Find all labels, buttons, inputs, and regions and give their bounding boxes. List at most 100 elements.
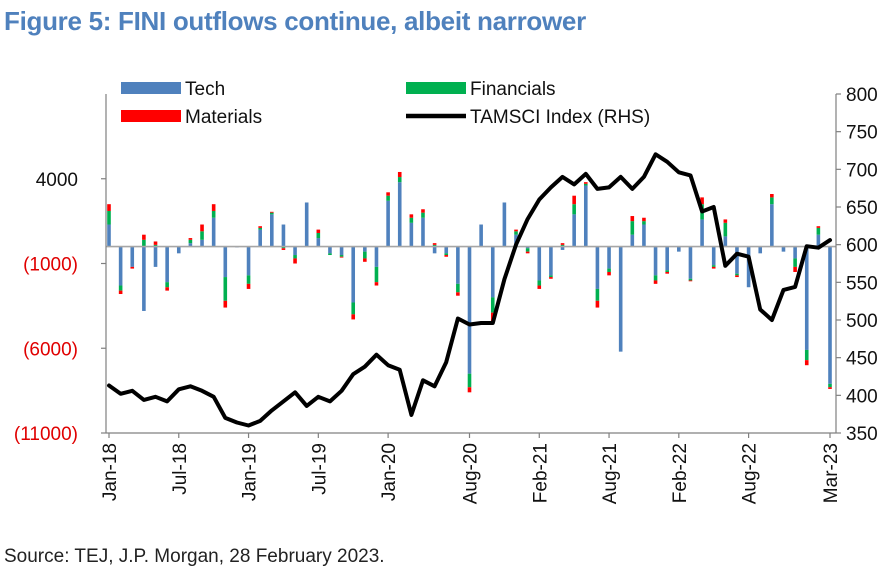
bar-tech-45: [630, 234, 635, 247]
bar-tech-40: [572, 214, 576, 247]
bar-tech-9: [211, 217, 216, 247]
bar-financials-16: [293, 255, 297, 259]
index-line-layer: [107, 152, 832, 428]
bar-tech-7: [188, 243, 193, 247]
bar-financials-41: [583, 183, 588, 186]
x-tick-label-5: Aug-20: [461, 443, 482, 504]
bar-materials-7: [188, 238, 193, 240]
bar-tech-4: [153, 246, 158, 267]
bar-tech-50: [688, 246, 693, 279]
bar-financials-57: [770, 197, 774, 205]
bar-tech-46: [642, 224, 646, 247]
bar-financials-7: [188, 239, 193, 244]
bar-tech-22: [363, 246, 367, 252]
bar-materials-60: [804, 360, 809, 366]
bar-financials-1: [118, 285, 123, 291]
bar-financials-48: [665, 270, 669, 272]
bar-materials-4: [153, 241, 158, 245]
bar-materials-47: [653, 280, 658, 284]
bar-tech-42: [595, 246, 600, 289]
right-tick-label-2: 450: [846, 349, 878, 370]
left-tick-label-0: 4000: [36, 170, 78, 191]
bar-materials-28: [432, 243, 437, 245]
bar-tech-38: [549, 246, 553, 276]
bar-tech-60: [804, 246, 809, 350]
bar-financials-59: [793, 258, 797, 267]
bar-financials-27: [421, 212, 425, 218]
right-tick-label-4: 550: [846, 273, 878, 294]
bar-tech-18: [316, 238, 321, 247]
bar-tech-36: [525, 246, 530, 249]
bar-tech-5: [165, 246, 169, 283]
bar-financials-61: [816, 227, 821, 235]
bar-materials-39: [560, 243, 565, 245]
bar-materials-29: [444, 255, 449, 257]
bar-materials-50: [688, 280, 693, 282]
bar-financials-4: [153, 244, 158, 247]
x-tick-label-2: Jan-19: [240, 443, 261, 501]
bar-financials-21: [351, 302, 356, 315]
bar-financials-29: [444, 253, 449, 256]
bar-financials-26: [409, 217, 414, 223]
bar-materials-23: [374, 282, 379, 286]
bar-tech-37: [537, 246, 542, 281]
bar-tech-32: [479, 224, 483, 247]
right-tick-label-6: 650: [846, 198, 878, 219]
bar-financials-53: [723, 222, 728, 237]
bar-financials-30: [456, 283, 460, 293]
bar-financials-33: [490, 297, 495, 313]
bar-materials-26: [409, 214, 414, 218]
bar-materials-13: [258, 226, 262, 228]
source-note: Source: TEJ, J.P. Morgan, 28 February 20…: [4, 546, 385, 567]
bar-financials-37: [537, 280, 542, 286]
bar-materials-22: [363, 258, 367, 262]
bar-tech-49: [677, 246, 681, 252]
bar-financials-40: [572, 204, 576, 215]
tamsci-index-line: [107, 152, 832, 428]
bar-tech-54: [735, 246, 739, 274]
legend-label-3: TAMSCI Index (RHS): [470, 107, 650, 128]
bar-tech-17: [304, 202, 309, 247]
bar-materials-14: [270, 211, 274, 213]
bar-tech-8: [200, 239, 204, 247]
x-tick-label-9: Aug-22: [740, 443, 761, 504]
bar-materials-8: [200, 224, 204, 232]
x-tick-label-6: Feb-21: [530, 443, 551, 503]
bar-tech-48: [665, 246, 669, 271]
bar-tech-30: [456, 246, 460, 284]
bar-tech-56: [758, 246, 763, 254]
bar-financials-42: [595, 288, 600, 301]
bar-materials-46: [642, 217, 646, 222]
bar-financials-15: [281, 246, 286, 249]
x-axis-ticks: Jan-18 Jul-18 Jan-19 Jul-19 Jan-20 Aug-20 Feb-…: [100, 433, 842, 504]
bar-materials-24: [386, 192, 390, 196]
bar-tech-59: [793, 246, 797, 259]
bar-financials-10: [223, 277, 228, 301]
right-axis-ticks: 350 400 450 500 550 600 650 700 750 800: [836, 85, 878, 445]
bar-materials-53: [723, 219, 728, 223]
bar-tech-61: [816, 234, 821, 247]
bar-financials-43: [607, 268, 611, 272]
bar-tech-24: [386, 200, 390, 247]
bar-financials-5: [165, 282, 169, 288]
x-tick-label-3: Jul-19: [309, 443, 330, 495]
bar-tech-58: [781, 246, 786, 252]
right-tick-label-0: 350: [846, 424, 878, 445]
bar-tech-41: [583, 185, 588, 247]
bar-financials-54: [735, 273, 739, 276]
bar-materials-12: [246, 283, 251, 289]
bar-materials-36: [525, 251, 530, 254]
bar-financials-62: [828, 383, 832, 388]
bar-tech-25: [397, 182, 402, 247]
bar-tech-51: [700, 219, 704, 247]
x-tick-label-4: Jan-20: [379, 443, 400, 501]
bar-materials-38: [549, 277, 553, 279]
right-tick-label-5: 600: [846, 236, 878, 257]
x-tick-label-10: Mar-23: [821, 443, 842, 503]
bar-tech-15: [281, 224, 286, 247]
bar-financials-39: [560, 244, 565, 247]
bar-materials-48: [665, 271, 669, 274]
bar-financials-52: [711, 265, 716, 267]
bar-financials-38: [549, 275, 553, 278]
bar-materials-31: [467, 387, 472, 393]
